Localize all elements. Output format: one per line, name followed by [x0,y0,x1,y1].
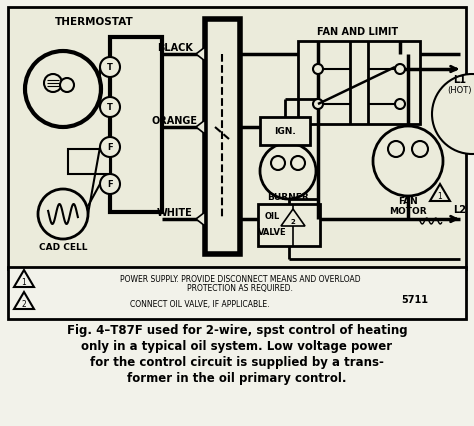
Text: OIL: OIL [264,212,280,221]
Bar [68,150,110,175]
Text: only in a typical oil system. Low voltage power: only in a typical oil system. Low voltag… [82,339,392,352]
Text: Fig. 4–T87F used for 2-wire, spst control of heating: Fig. 4–T87F used for 2-wire, spst contro… [67,323,407,336]
Text: for the control circuit is supplied by a trans-: for the control circuit is supplied by a… [90,355,384,368]
Text: 5711: 5711 [401,294,428,304]
Text: FAN: FAN [398,197,418,206]
Polygon shape [430,184,450,201]
Circle shape [313,100,323,110]
Text: MOTOR: MOTOR [389,207,427,216]
Text: CONNECT OIL VALVE, IF APPLICABLE.: CONNECT OIL VALVE, IF APPLICABLE. [130,299,270,308]
Text: 2: 2 [22,300,27,309]
Circle shape [25,52,101,128]
Text: former in the oil primary control.: former in the oil primary control. [127,371,347,384]
Bar [110,38,162,213]
Text: PROTECTION AS REQUIRED.: PROTECTION AS REQUIRED. [187,283,293,292]
Polygon shape [14,292,34,309]
Text: WHITE: WHITE [157,207,193,218]
Text: F: F [107,180,113,189]
Text: T: T [107,103,113,112]
Text: F: F [107,143,113,152]
Circle shape [271,157,285,170]
Polygon shape [196,213,205,227]
Text: T: T [107,63,113,72]
Polygon shape [281,210,305,227]
Text: 1: 1 [438,192,442,201]
Bar [8,8,466,269]
Circle shape [44,75,62,93]
Text: CAD CELL: CAD CELL [39,243,87,252]
Circle shape [100,175,120,195]
Polygon shape [196,121,205,135]
Circle shape [260,144,316,199]
Polygon shape [196,48,205,62]
Polygon shape [14,271,34,287]
Text: BURNER: BURNER [267,193,309,202]
Text: THERMOSTAT: THERMOSTAT [55,17,134,27]
Text: ORANGE: ORANGE [152,116,198,126]
Circle shape [373,127,443,196]
Circle shape [100,58,120,78]
Circle shape [100,98,120,118]
Text: L1: L1 [454,75,466,85]
Text: POWER SUPPLY. PROVIDE DISCONNECT MEANS AND OVERLOAD: POWER SUPPLY. PROVIDE DISCONNECT MEANS A… [120,274,360,283]
Circle shape [395,100,405,110]
Circle shape [412,142,428,158]
Text: 2: 2 [291,219,295,225]
Bar [258,204,320,246]
Text: VALVE: VALVE [258,228,286,237]
Text: BLACK: BLACK [157,43,193,53]
Text: IGN.: IGN. [274,127,296,136]
Text: L2: L2 [454,204,466,215]
Circle shape [313,65,323,75]
Circle shape [388,142,404,158]
Circle shape [100,138,120,158]
Bar [260,118,310,146]
Bar [8,268,466,319]
Circle shape [432,75,474,155]
Circle shape [291,157,305,170]
Bar [298,42,420,125]
Text: FAN AND LIMIT: FAN AND LIMIT [318,27,399,37]
Circle shape [38,190,88,239]
Circle shape [60,79,74,93]
Circle shape [395,65,405,75]
Bar [205,20,240,254]
Text: (HOT): (HOT) [448,85,472,94]
Text: 1: 1 [22,278,27,287]
